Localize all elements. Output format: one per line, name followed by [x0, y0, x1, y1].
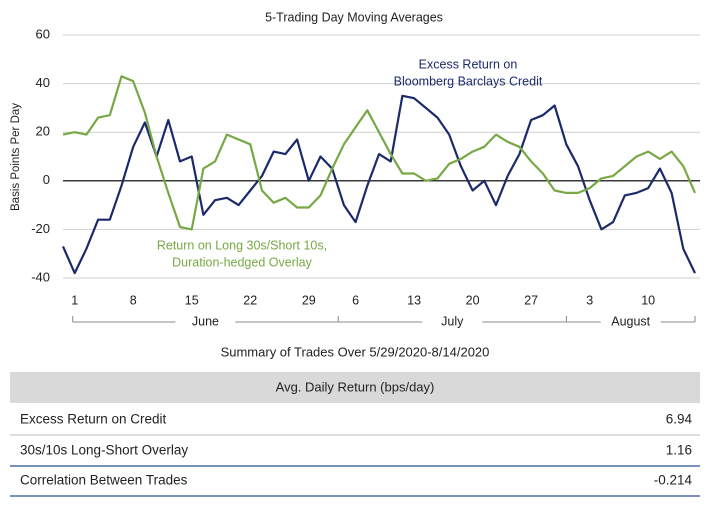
- x-tick-label: 8: [130, 293, 137, 307]
- x-tick-label: 15: [185, 293, 199, 307]
- month-label: August: [611, 314, 650, 328]
- table-header: Avg. Daily Return (bps/day): [276, 379, 435, 394]
- row-label: Excess Return on Credit: [20, 412, 167, 427]
- y-tick-label: -20: [31, 221, 50, 236]
- row-value: 6.94: [666, 412, 693, 427]
- y-tick-label: 20: [36, 124, 50, 139]
- row-value: 1.16: [666, 443, 692, 458]
- y-tick-label: 0: [43, 172, 50, 187]
- series-annotation: Return on Long 30s/Short 10s,: [157, 238, 327, 252]
- month-label-bg: [422, 314, 483, 330]
- x-tick-label: 27: [524, 293, 538, 307]
- x-tick-label: 6: [352, 293, 359, 307]
- x-tick-label: 10: [641, 293, 655, 307]
- y-axis-label: Basis Points Per Day: [10, 103, 22, 211]
- month-label-bg: [600, 314, 661, 330]
- x-tick-label: 1: [71, 293, 78, 307]
- y-tick-label: 60: [36, 26, 50, 41]
- table-header-band: [10, 372, 700, 403]
- row-value: -0.214: [654, 473, 693, 488]
- series-annotation: Bloomberg Barclays Credit: [394, 74, 543, 88]
- x-tick-label: 22: [243, 293, 257, 307]
- series-line: [61, 94, 696, 275]
- row-label: Correlation Between Trades: [20, 473, 188, 488]
- series-line: [62, 75, 697, 231]
- y-tick-label: 40: [36, 75, 50, 90]
- series-annotation: Excess Return on: [419, 57, 518, 71]
- x-tick-label: 3: [586, 293, 593, 307]
- month-label-bg: [175, 314, 236, 330]
- x-tick-label: 13: [407, 293, 421, 307]
- row-label: 30s/10s Long-Short Overlay: [20, 443, 188, 458]
- chart-title: 5-Trading Day Moving Averages: [265, 10, 443, 24]
- month-label: July: [441, 314, 464, 328]
- x-tick-label: 29: [302, 293, 316, 307]
- series-annotation: Duration-hedged Overlay: [172, 255, 312, 269]
- y-tick-label: -40: [31, 269, 50, 284]
- month-label: June: [192, 314, 219, 328]
- x-tick-label: 20: [466, 293, 480, 307]
- table-title: Summary of Trades Over 5/29/2020-8/14/20…: [221, 344, 490, 359]
